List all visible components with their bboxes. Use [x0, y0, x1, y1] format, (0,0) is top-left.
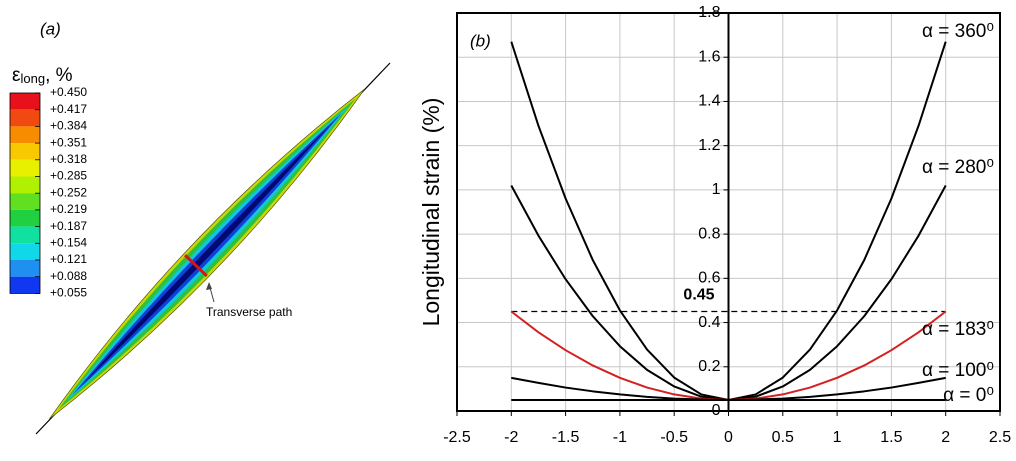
- panel-label: (a): [40, 19, 61, 38]
- colorbar-band: [10, 126, 40, 143]
- colorbar-band: [10, 227, 40, 244]
- colorbar-band: [10, 110, 40, 127]
- colorbar-band: [10, 277, 40, 294]
- lens-core: [80, 122, 333, 386]
- y-tick-label: 1.2: [698, 137, 720, 154]
- colorbar-band: [10, 210, 40, 227]
- colorbar-title: εlong, %: [12, 65, 73, 86]
- colorbar-band: [10, 143, 40, 160]
- colorbar-tick-label: +0.252: [50, 185, 87, 199]
- series-label: α = 0⁰: [943, 385, 994, 406]
- x-tick-label: 0.5: [772, 429, 794, 446]
- colorbar-tick-label: +0.417: [50, 102, 87, 116]
- colorbar-tick-label: +0.055: [50, 286, 87, 300]
- colorbar-tick-label: +0.219: [50, 202, 87, 216]
- colorbar-tick-label: +0.351: [50, 135, 87, 149]
- arrow-head: [206, 282, 212, 290]
- x-tick-label: 1: [833, 429, 842, 446]
- panel-label: (b): [470, 31, 491, 50]
- series-label: α = 100⁰: [922, 360, 994, 381]
- colorbar-tick-label: +0.450: [50, 85, 87, 99]
- colorbar-band: [10, 260, 40, 277]
- specimen: [37, 77, 377, 430]
- y-tick-label: 1.4: [698, 93, 720, 110]
- series-label: α = 280⁰: [922, 157, 994, 178]
- x-tick-label: 0: [724, 429, 733, 446]
- y-tick-label: 0.6: [698, 270, 720, 287]
- colorbar-tick-label: +0.088: [50, 269, 87, 283]
- y-tick-label: 1: [712, 181, 721, 198]
- y-tick-label: 0.8: [698, 225, 720, 242]
- series-label: α = 183⁰: [922, 319, 994, 340]
- colorbar-tick-label: +0.318: [50, 152, 87, 166]
- colorbar: +0.450 +0.417 +0.384 +0.351 +0.318 +0.285 +0.2…: [10, 85, 87, 299]
- x-tick-label: -2: [504, 429, 518, 446]
- colorbar-band: [10, 93, 40, 110]
- x-tick-label: -0.5: [660, 429, 688, 446]
- colorbar-band: [10, 193, 40, 210]
- x-tick-label: -2.5: [443, 429, 471, 446]
- colorbar-band: [10, 243, 40, 260]
- series-label: α = 360⁰: [922, 21, 994, 42]
- colorbar-tick-label: +0.384: [50, 119, 87, 133]
- y-tick-label: 0.2: [698, 358, 720, 375]
- colorbar-tick-label: +0.121: [50, 252, 87, 266]
- reference-label: 0.45: [683, 287, 714, 304]
- y-tick-label: 0.4: [698, 314, 720, 331]
- annotation: Transverse path: [206, 305, 292, 319]
- colorbar-tick-label: +0.285: [50, 169, 87, 183]
- y-tick-label: 1.6: [698, 48, 720, 65]
- figure: (a) εlong, % +0.450+0.417+0.384+0.351+0.…: [0, 0, 1016, 461]
- x-tick-label: 1.5: [880, 429, 902, 446]
- colorbar-unit: , %: [45, 65, 73, 86]
- x-tick-label: -1: [613, 429, 627, 446]
- colorbar-subscript: long: [20, 71, 45, 86]
- x-tick-label: 2: [941, 429, 950, 446]
- colorbar-tick-label: +0.154: [50, 235, 87, 249]
- colorbar-tick-label: +0.187: [50, 219, 87, 233]
- colorbar-band: [10, 177, 40, 194]
- colorbar-band: [10, 160, 40, 177]
- page: (a) εlong, % +0.450+0.417+0.384+0.351+0.…: [0, 0, 1016, 461]
- x-tick-label: 2.5: [989, 429, 1011, 446]
- x-tick-label: -1.5: [552, 429, 580, 446]
- y-axis-title: Longitudinal strain (%): [418, 98, 444, 327]
